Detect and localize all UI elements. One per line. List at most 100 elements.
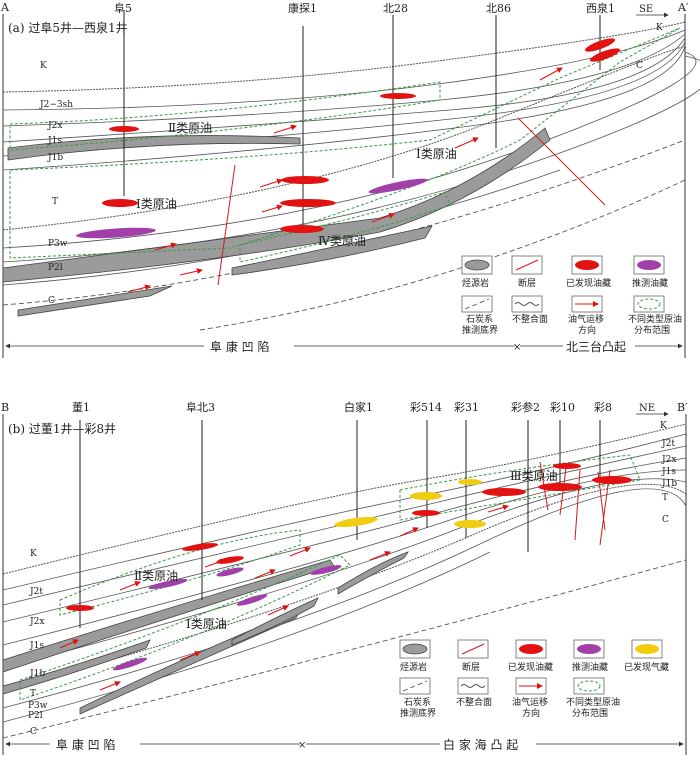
legend-label: 方向 — [522, 707, 540, 719]
found-oil — [280, 199, 336, 207]
legend-label: 推测底界 — [400, 707, 436, 719]
inferred-oil — [368, 178, 428, 194]
region-divider: × — [298, 740, 306, 751]
panel-b-mid-unconformity — [2, 483, 687, 691]
oil-range-I — [19, 554, 351, 701]
well-label: 阜北3 — [186, 401, 215, 414]
found-oil — [109, 126, 139, 132]
migration-arrow — [273, 124, 297, 134]
stratum-label: C — [30, 727, 37, 737]
region-label: 阜 康 凹 陷 — [56, 737, 115, 752]
found-gas — [458, 479, 482, 485]
legend-label: 石炭系 — [466, 314, 493, 325]
migration-arrow — [261, 204, 283, 213]
source-rock — [231, 597, 319, 646]
legend-label: 油气运移 — [568, 313, 604, 325]
source-rock — [17, 285, 173, 317]
oil-class-label: Ⅳ类原油 — [318, 234, 366, 248]
panel-a-direction: SE — [639, 4, 653, 15]
stratum-label: P3w — [28, 701, 48, 711]
panel-a-title: (a) 过阜5井—西泉1井 — [8, 21, 128, 35]
migration-arrow — [539, 67, 563, 81]
found-gas — [410, 492, 442, 500]
migration-arrow — [254, 569, 276, 579]
legend-fault-swatch — [461, 643, 485, 655]
legend-label: 断层 — [462, 661, 480, 673]
migration-arrow — [204, 558, 226, 568]
migration-arrow — [369, 551, 391, 561]
found-oil — [589, 48, 621, 62]
migration-arrow — [127, 284, 151, 293]
well-label: 彩8 — [594, 401, 612, 414]
legend-label: 不同类型原油 — [628, 313, 682, 325]
legend-label: 分布范围 — [634, 324, 670, 336]
inferred-oil — [216, 567, 244, 577]
well-label: 康探1 — [288, 1, 317, 15]
oil-class-label: Ⅲ类原油 — [510, 469, 558, 483]
well-label: 阜5 — [114, 2, 132, 15]
migration-arrow — [289, 547, 311, 557]
stratum-label: T — [662, 493, 668, 503]
found-oil — [592, 476, 632, 484]
stratum-label: C — [662, 515, 669, 525]
source-rock — [337, 551, 410, 595]
legend-label: 石炭系 — [404, 697, 431, 708]
stratum-label: P2l — [28, 711, 43, 721]
panel-b-end-right: B′ — [677, 401, 688, 414]
legend-label: 已发现油藏 — [566, 277, 611, 289]
migration-arrow — [179, 651, 201, 661]
legend-label: 不同类型原油 — [566, 696, 620, 708]
stratum-label: J1b — [29, 669, 45, 679]
oil-class-label: Ⅰ类原油 — [136, 197, 177, 211]
panel-a-end-right: A′ — [677, 1, 689, 14]
horizon — [2, 37, 686, 143]
migration-arrow — [487, 504, 509, 513]
well-label: 彩31 — [454, 401, 479, 414]
legend-c-base-swatch — [402, 680, 428, 692]
stratum-label: J2−3sh — [39, 100, 73, 110]
stratum-label: K — [40, 61, 47, 71]
oil-class-label: Ⅰ类原油 — [416, 147, 457, 161]
found-oil — [380, 93, 416, 99]
legend-label: 分布范围 — [572, 707, 608, 719]
migration-arrow — [179, 268, 203, 276]
migration-arrow — [371, 212, 395, 223]
found-oil — [553, 463, 581, 469]
inferred-oil — [76, 227, 156, 239]
panel-b-frame — [2, 414, 687, 755]
horizon — [2, 433, 687, 591]
oil-range-IV — [239, 191, 451, 263]
legend-source-rock-swatch — [402, 643, 428, 655]
inferred-oil — [310, 565, 342, 575]
stratum-label: P2l — [48, 263, 63, 273]
found-oil — [412, 510, 440, 516]
legend-label: 已发现油藏 — [508, 661, 553, 673]
well-label: 北86 — [486, 2, 511, 15]
stratum-label: J2x — [29, 617, 44, 627]
horizon — [2, 45, 686, 171]
found-oil — [482, 488, 526, 496]
source-rock — [231, 225, 433, 276]
stratum-label: T — [52, 197, 58, 207]
migration-arrow — [267, 605, 289, 616]
found-gas — [454, 520, 486, 528]
stratum-label: J1b — [47, 153, 63, 163]
found-oil — [280, 225, 324, 233]
panel-b-direction: NE — [639, 403, 655, 414]
migration-arrow — [399, 527, 419, 537]
inferred-oil — [112, 657, 148, 671]
region-label: 白 家 海 凸 起 — [443, 737, 518, 752]
legend-label: 烃源岩 — [400, 661, 427, 673]
stratum-label: P3w — [48, 239, 68, 249]
horizon — [2, 488, 687, 709]
source-rock — [2, 127, 551, 283]
horizon — [2, 445, 687, 606]
region-label-bg — [204, 338, 294, 354]
region-label-bg — [50, 736, 140, 752]
stratum-label: J1b — [661, 479, 677, 489]
found-oil — [102, 199, 138, 207]
legend-unconformity-swatch — [460, 684, 486, 688]
fault — [217, 164, 236, 286]
well-label: 彩参2 — [511, 400, 540, 414]
